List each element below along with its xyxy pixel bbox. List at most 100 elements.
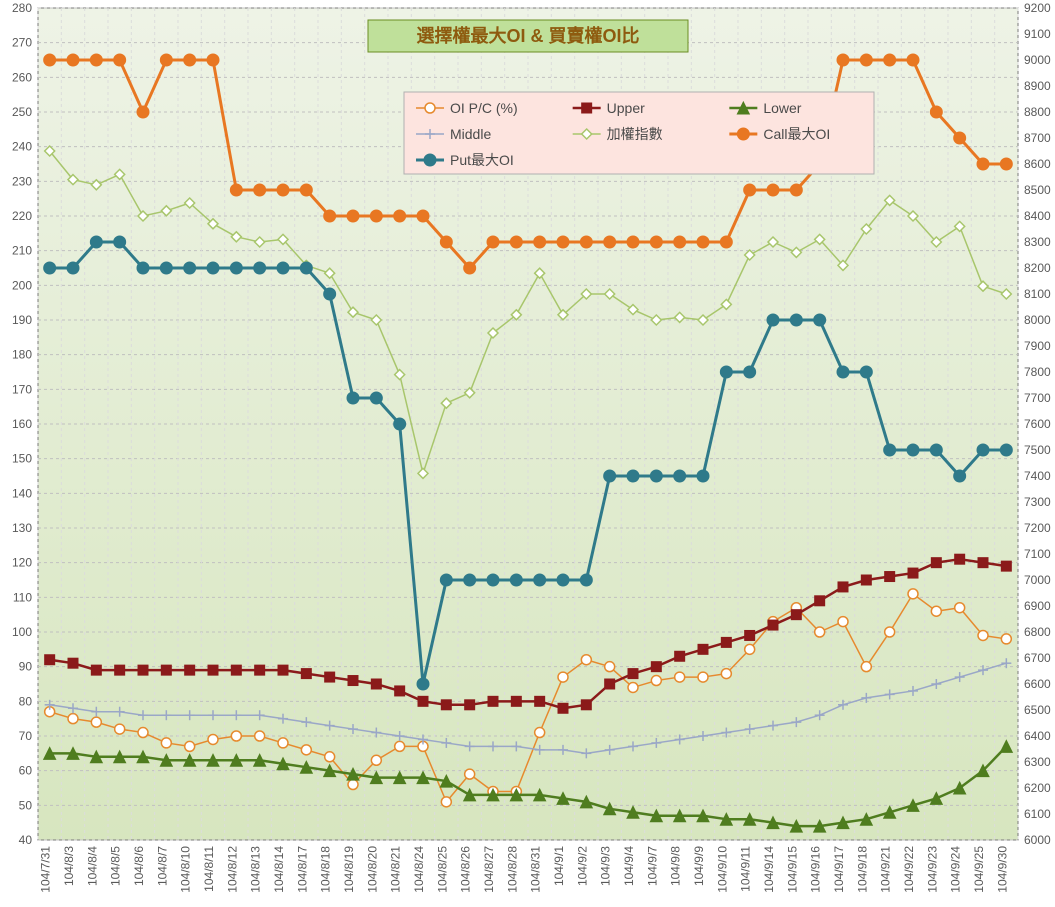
svg-text:104/8/28: 104/8/28 bbox=[505, 846, 519, 893]
svg-text:104/8/19: 104/8/19 bbox=[342, 846, 356, 893]
svg-text:6200: 6200 bbox=[1024, 781, 1051, 795]
svg-text:210: 210 bbox=[12, 244, 32, 258]
svg-text:200: 200 bbox=[12, 278, 32, 292]
legend-label-upper: Upper bbox=[607, 100, 645, 116]
svg-text:190: 190 bbox=[12, 313, 32, 327]
legend-label-oi_pc: OI P/C (%) bbox=[450, 100, 518, 116]
svg-text:8800: 8800 bbox=[1024, 105, 1051, 119]
svg-text:104/8/13: 104/8/13 bbox=[249, 846, 263, 893]
svg-text:104/9/23: 104/9/23 bbox=[925, 846, 939, 893]
svg-text:8500: 8500 bbox=[1024, 183, 1051, 197]
svg-text:104/8/10: 104/8/10 bbox=[179, 846, 193, 893]
svg-text:7100: 7100 bbox=[1024, 547, 1051, 561]
svg-text:180: 180 bbox=[12, 348, 32, 362]
svg-text:104/9/4: 104/9/4 bbox=[622, 846, 636, 886]
chart-container: 4050607080901001101201301401501601701801… bbox=[0, 0, 1055, 907]
svg-text:7500: 7500 bbox=[1024, 443, 1051, 457]
svg-text:40: 40 bbox=[19, 833, 33, 847]
svg-text:104/9/30: 104/9/30 bbox=[995, 846, 1009, 893]
svg-text:104/8/18: 104/8/18 bbox=[319, 846, 333, 893]
svg-text:104/8/4: 104/8/4 bbox=[85, 846, 99, 886]
svg-text:104/8/6: 104/8/6 bbox=[132, 846, 146, 886]
svg-text:104/9/1: 104/9/1 bbox=[552, 846, 566, 886]
svg-text:160: 160 bbox=[12, 417, 32, 431]
svg-text:104/8/11: 104/8/11 bbox=[202, 846, 216, 892]
svg-text:104/9/24: 104/9/24 bbox=[949, 846, 963, 893]
svg-text:104/9/9: 104/9/9 bbox=[692, 846, 706, 886]
svg-text:104/8/26: 104/8/26 bbox=[459, 846, 473, 893]
svg-text:90: 90 bbox=[19, 660, 33, 674]
svg-text:104/8/25: 104/8/25 bbox=[435, 846, 449, 893]
legend-label-call_oi: Call最大OI bbox=[763, 126, 830, 142]
svg-text:60: 60 bbox=[19, 764, 33, 778]
svg-text:104/9/15: 104/9/15 bbox=[785, 846, 799, 893]
svg-text:7200: 7200 bbox=[1024, 521, 1051, 535]
svg-text:6600: 6600 bbox=[1024, 677, 1051, 691]
svg-text:6700: 6700 bbox=[1024, 651, 1051, 665]
svg-text:104/9/7: 104/9/7 bbox=[645, 846, 659, 886]
svg-text:104/9/11: 104/9/11 bbox=[739, 846, 753, 892]
svg-text:110: 110 bbox=[13, 590, 32, 604]
svg-text:70: 70 bbox=[19, 729, 33, 743]
svg-text:104/8/12: 104/8/12 bbox=[225, 846, 239, 893]
svg-text:6000: 6000 bbox=[1024, 833, 1051, 847]
svg-text:8600: 8600 bbox=[1024, 157, 1051, 171]
svg-text:270: 270 bbox=[12, 36, 32, 50]
svg-text:6100: 6100 bbox=[1024, 807, 1051, 821]
svg-text:104/9/21: 104/9/21 bbox=[879, 846, 893, 893]
chart-title-text: 選擇權最大OI & 買賣權OI比 bbox=[416, 25, 639, 46]
svg-text:8300: 8300 bbox=[1024, 235, 1051, 249]
svg-text:104/8/5: 104/8/5 bbox=[109, 846, 123, 886]
svg-text:120: 120 bbox=[12, 556, 32, 570]
svg-text:104/8/20: 104/8/20 bbox=[365, 846, 379, 893]
svg-text:250: 250 bbox=[12, 105, 32, 119]
svg-text:6500: 6500 bbox=[1024, 703, 1051, 717]
svg-text:104/9/16: 104/9/16 bbox=[809, 846, 823, 893]
svg-text:80: 80 bbox=[19, 694, 33, 708]
svg-text:7900: 7900 bbox=[1024, 339, 1051, 353]
svg-text:50: 50 bbox=[19, 798, 33, 812]
svg-text:104/8/21: 104/8/21 bbox=[389, 846, 403, 893]
legend-label-lower: Lower bbox=[763, 100, 801, 116]
svg-text:7000: 7000 bbox=[1024, 573, 1051, 587]
svg-text:220: 220 bbox=[12, 209, 32, 223]
svg-text:104/9/18: 104/9/18 bbox=[855, 846, 869, 893]
svg-text:104/9/17: 104/9/17 bbox=[832, 846, 846, 893]
svg-text:104/9/10: 104/9/10 bbox=[715, 846, 729, 893]
svg-text:260: 260 bbox=[12, 70, 32, 84]
svg-text:7700: 7700 bbox=[1024, 391, 1051, 405]
svg-text:104/8/3: 104/8/3 bbox=[62, 846, 76, 886]
svg-text:104/9/2: 104/9/2 bbox=[575, 846, 589, 886]
svg-text:8700: 8700 bbox=[1024, 131, 1051, 145]
svg-text:7300: 7300 bbox=[1024, 495, 1051, 509]
legend-label-put_oi: Put最大OI bbox=[450, 152, 514, 168]
svg-text:104/9/14: 104/9/14 bbox=[762, 846, 776, 893]
svg-text:100: 100 bbox=[12, 625, 32, 639]
svg-text:104/8/17: 104/8/17 bbox=[295, 846, 309, 893]
svg-text:104/9/8: 104/9/8 bbox=[669, 846, 683, 886]
svg-text:6400: 6400 bbox=[1024, 729, 1051, 743]
svg-text:240: 240 bbox=[12, 140, 32, 154]
legend-label-middle: Middle bbox=[450, 126, 491, 142]
svg-text:9100: 9100 bbox=[1024, 27, 1051, 41]
svg-text:8000: 8000 bbox=[1024, 313, 1051, 327]
svg-text:8900: 8900 bbox=[1024, 79, 1051, 93]
svg-text:170: 170 bbox=[12, 382, 32, 396]
svg-text:7800: 7800 bbox=[1024, 365, 1051, 379]
svg-text:104/7/31: 104/7/31 bbox=[39, 846, 53, 893]
svg-text:6800: 6800 bbox=[1024, 625, 1051, 639]
svg-text:280: 280 bbox=[12, 1, 32, 15]
svg-text:6300: 6300 bbox=[1024, 755, 1051, 769]
svg-text:104/8/31: 104/8/31 bbox=[529, 846, 543, 893]
svg-text:104/8/24: 104/8/24 bbox=[412, 846, 426, 893]
svg-text:104/9/3: 104/9/3 bbox=[599, 846, 613, 886]
svg-text:104/8/27: 104/8/27 bbox=[482, 846, 496, 893]
svg-text:130: 130 bbox=[12, 521, 32, 535]
svg-text:104/9/25: 104/9/25 bbox=[972, 846, 986, 893]
svg-text:150: 150 bbox=[12, 452, 32, 466]
svg-text:230: 230 bbox=[12, 174, 32, 188]
chart-svg: 4050607080901001101201301401501601701801… bbox=[0, 0, 1055, 907]
svg-text:7400: 7400 bbox=[1024, 469, 1051, 483]
svg-text:104/8/7: 104/8/7 bbox=[155, 846, 169, 886]
svg-text:8100: 8100 bbox=[1024, 287, 1051, 301]
